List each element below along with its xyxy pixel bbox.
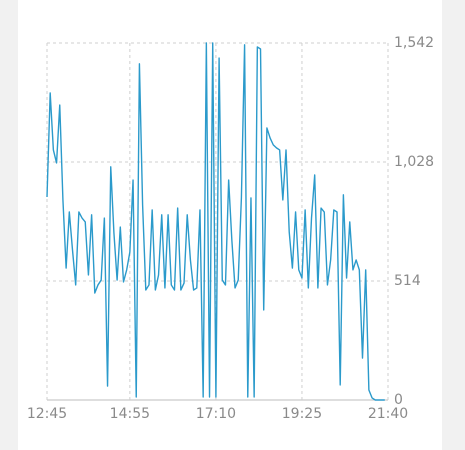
x-tick-label: 19:25: [282, 406, 322, 422]
y-tick-label: 514: [394, 273, 421, 289]
y-tick-label: 1,028: [394, 154, 434, 170]
data-line: [46, 42, 385, 401]
y-tick-label: 1,542: [394, 35, 434, 51]
card: [18, 0, 442, 450]
y-tick-label: 0: [394, 392, 403, 408]
x-tick-label: 21:40: [368, 406, 408, 422]
x-tick-label: 12:45: [27, 406, 67, 422]
x-tick-label: 17:10: [196, 406, 236, 422]
x-tick-label: 14:55: [110, 406, 150, 422]
